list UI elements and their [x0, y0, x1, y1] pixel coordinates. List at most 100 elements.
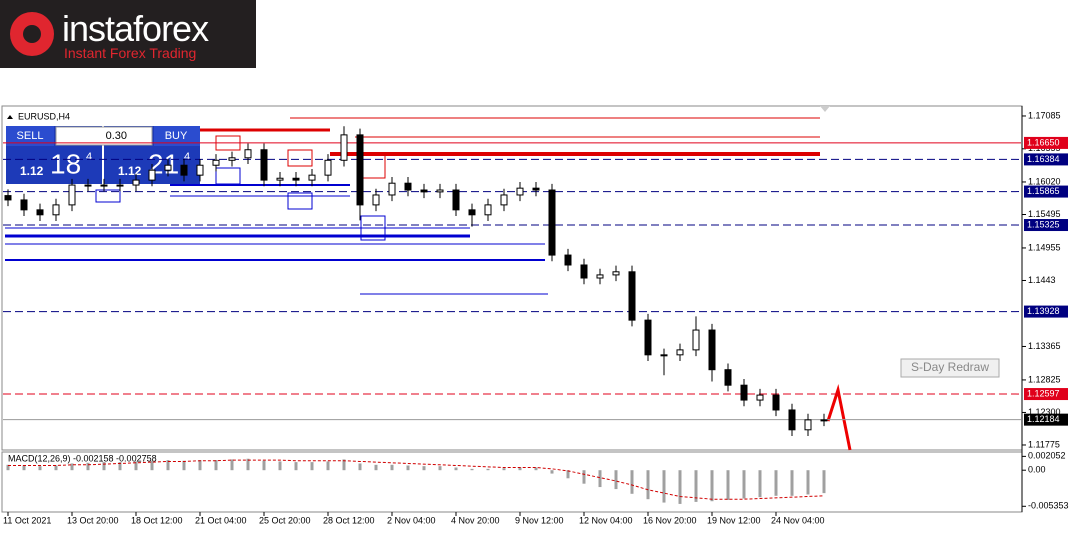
indicator-lines [5, 106, 852, 451]
logo: instaforex Instant Forex Trading [0, 0, 256, 68]
lot-input[interactable] [55, 126, 153, 146]
candle-body [436, 189, 444, 193]
level-label: 1.15865 [1027, 186, 1060, 196]
candle-body [84, 184, 92, 187]
level-label: 1.12597 [1027, 388, 1060, 398]
candle-body [804, 419, 812, 431]
candle-body [420, 189, 428, 193]
brand: instaforex [62, 8, 209, 49]
y-tick-label: 1.12825 [1028, 374, 1061, 384]
ask-big: 1.12 [118, 164, 142, 178]
level-label: 1.13928 [1027, 306, 1060, 316]
candle-body [452, 189, 460, 211]
y-tick-label: 1.11775 [1028, 439, 1060, 449]
redraw-label: S-Day Redraw [911, 360, 989, 374]
x-tick-label: 25 Oct 20:00 [259, 515, 311, 525]
chart-title: EURUSD,H4 [18, 111, 70, 121]
candle-body [100, 184, 108, 187]
bid-frac: 4 [86, 151, 92, 163]
ask-frac: 4 [184, 151, 190, 163]
level-tag [1024, 388, 1068, 401]
candle-body [4, 195, 12, 201]
level-label: 1.16384 [1027, 154, 1060, 164]
bid-pips: 18 [50, 148, 81, 179]
candle-body [708, 329, 716, 371]
candle-body [756, 394, 764, 401]
symbol-icon [7, 115, 13, 119]
x-tick-label: 12 Nov 04:00 [579, 515, 633, 525]
level-label: 1.16650 [1027, 137, 1060, 147]
x-tick-label: 16 Nov 20:00 [643, 515, 697, 525]
bid-big: 1.12 [20, 164, 44, 178]
candle-body [340, 134, 348, 161]
x-tick-label: 24 Nov 04:00 [771, 515, 825, 525]
sell-label: SELL [17, 130, 44, 142]
x-tick-label: 21 Oct 04:00 [195, 515, 247, 525]
y-tick-label: 1.16020 [1028, 176, 1061, 186]
candle-body [196, 164, 204, 176]
macd-frame [1, 451, 1023, 513]
candle-body [372, 194, 380, 206]
x-tick-label: 13 Oct 20:00 [67, 515, 119, 525]
y-tick-label: 1.17085 [1028, 110, 1061, 120]
x-tick-label: 19 Nov 12:00 [707, 515, 761, 525]
candle-body [276, 177, 284, 181]
candle-body [164, 164, 172, 171]
candle-body [180, 164, 188, 176]
candle-body [740, 384, 748, 401]
candle-body [468, 209, 476, 216]
candle-body [628, 271, 636, 321]
x-tick-label: 2 Nov 04:00 [387, 515, 436, 525]
candle-body [532, 187, 540, 191]
level-tag [1024, 305, 1068, 318]
candle-body [260, 149, 268, 181]
level-tag [1024, 219, 1068, 232]
candle-body [36, 209, 44, 216]
macd-tick-label: 0.002052 [1028, 451, 1066, 461]
candle-body [244, 149, 252, 159]
candle-body [212, 159, 220, 166]
candle-body [772, 394, 780, 411]
candle-body [580, 264, 588, 279]
candle-body [564, 254, 572, 266]
candle-body [132, 179, 140, 186]
candle-body [788, 409, 796, 431]
x-tick-label: 18 Oct 12:00 [131, 515, 183, 525]
candle-body [228, 157, 236, 161]
logo-icon [10, 12, 54, 56]
macd-tick-label: 0.00 [1028, 465, 1046, 475]
x-tick-label: 28 Oct 12:00 [323, 515, 375, 525]
candle-body [644, 319, 652, 356]
macd-label: MACD(12,26,9) -0.002158 -0.002758 [8, 453, 157, 463]
level-label: 1.15325 [1027, 219, 1060, 229]
redraw-button[interactable] [900, 358, 1000, 378]
candle-body [820, 419, 828, 422]
candle-body [292, 177, 300, 181]
sell-button[interactable] [6, 126, 54, 146]
lot-size: 0.30 [106, 130, 127, 142]
candle-body [612, 271, 620, 276]
candle-body [548, 189, 556, 256]
candle-body [148, 169, 156, 181]
candle-body [516, 187, 524, 196]
candle-body [676, 349, 684, 356]
candle-body [308, 174, 316, 181]
candle-body [596, 274, 604, 279]
y-tick-label: 1.14955 [1028, 242, 1061, 252]
candle-body [356, 134, 364, 206]
buy-label: BUY [165, 130, 188, 142]
candle-body [484, 204, 492, 216]
level-label: 1.12184 [1027, 414, 1060, 424]
candle-body [692, 329, 700, 351]
x-tick-label: 4 Nov 20:00 [451, 515, 500, 525]
tagline: Instant Forex Trading [64, 45, 197, 61]
y-tick-label: 1.13365 [1028, 341, 1061, 351]
candle-body [116, 184, 124, 187]
level-tag [1024, 153, 1068, 166]
buy-button[interactable] [154, 126, 200, 146]
x-tick-label: 11 Oct 2021 [3, 515, 51, 525]
macd-tick-label: -0.005353 [1028, 501, 1069, 511]
candle-body [20, 199, 28, 211]
candle-body [404, 182, 412, 191]
